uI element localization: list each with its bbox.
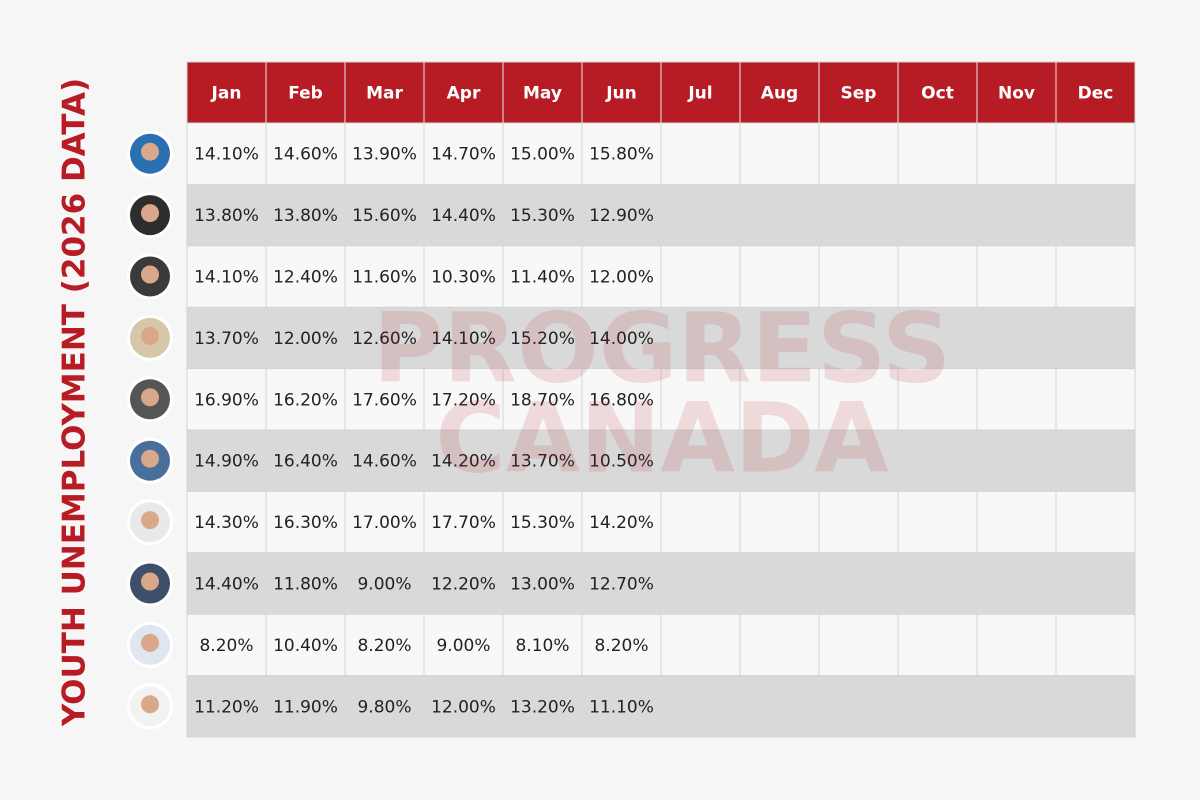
data-cell: 14.30% bbox=[194, 513, 259, 533]
data-cell: 17.20% bbox=[431, 390, 496, 410]
data-cell: 12.00% bbox=[273, 329, 338, 349]
header-cell: Jan bbox=[211, 84, 242, 104]
data-cell: 13.90% bbox=[352, 145, 417, 165]
row-bg bbox=[187, 675, 1135, 737]
vertical-title: YOUTH UNEMPLOYMENT (2026 DATA) bbox=[57, 78, 93, 727]
data-cell: 17.60% bbox=[352, 390, 417, 410]
watermark-text: PROGRESS bbox=[373, 292, 951, 404]
data-cell: 10.40% bbox=[273, 636, 338, 656]
data-cell: 10.30% bbox=[431, 268, 496, 288]
watermark-text: CANADA bbox=[435, 382, 888, 494]
data-cell: 11.60% bbox=[352, 268, 417, 288]
data-cell: 15.80% bbox=[589, 145, 654, 165]
data-cell: 14.60% bbox=[273, 145, 338, 165]
row-bg bbox=[187, 552, 1135, 615]
avatar-face bbox=[141, 142, 159, 161]
data-cell: 16.80% bbox=[589, 390, 654, 410]
data-cell: 11.80% bbox=[273, 575, 338, 595]
header-cell: Aug bbox=[761, 84, 798, 104]
watermark: PROGRESS CANADA bbox=[373, 292, 951, 494]
data-cell: 14.10% bbox=[431, 329, 496, 349]
data-cell: 12.40% bbox=[273, 268, 338, 288]
avatar-face bbox=[141, 326, 159, 345]
header-cell: Jul bbox=[687, 84, 712, 104]
data-cell: 8.20% bbox=[199, 636, 253, 656]
header-cell: Apr bbox=[447, 84, 481, 104]
data-cell: 15.00% bbox=[510, 145, 575, 165]
data-cell: 14.10% bbox=[194, 145, 259, 165]
data-cell: 11.40% bbox=[510, 268, 575, 288]
data-cell: 11.20% bbox=[194, 697, 259, 717]
data-cell: 12.00% bbox=[431, 697, 496, 717]
data-cell: 17.70% bbox=[431, 513, 496, 533]
data-cell: 15.20% bbox=[510, 329, 575, 349]
data-cell: 17.00% bbox=[352, 513, 417, 533]
avatar-face bbox=[141, 511, 159, 530]
data-cell: 14.20% bbox=[431, 452, 496, 472]
header-cell: May bbox=[523, 84, 562, 104]
header-cell: Nov bbox=[998, 84, 1035, 104]
header-cell: Mar bbox=[366, 84, 403, 104]
table-border bbox=[186, 61, 1136, 738]
data-cell: 11.90% bbox=[273, 697, 338, 717]
data-cell: 16.30% bbox=[273, 513, 338, 533]
data-cell: 18.70% bbox=[510, 390, 575, 410]
row-bg bbox=[187, 307, 1135, 369]
avatar-face bbox=[141, 204, 159, 223]
avatar-face bbox=[141, 265, 159, 284]
data-cell: 13.20% bbox=[510, 697, 575, 717]
data-cell: 13.70% bbox=[510, 452, 575, 472]
data-cell: 15.30% bbox=[510, 513, 575, 533]
header-cell: Dec bbox=[1078, 84, 1114, 104]
header-cell: Oct bbox=[921, 84, 954, 104]
data-cell: 14.60% bbox=[352, 452, 417, 472]
data-cell: 15.60% bbox=[352, 206, 417, 226]
avatar-face bbox=[141, 633, 159, 652]
data-cell: 14.70% bbox=[431, 145, 496, 165]
data-cell: 16.20% bbox=[273, 390, 338, 410]
data-cell: 8.20% bbox=[594, 636, 648, 656]
data-cell: 10.50% bbox=[589, 452, 654, 472]
data-cell: 9.00% bbox=[436, 636, 490, 656]
header-cell: Feb bbox=[288, 84, 323, 104]
data-cell: 13.80% bbox=[194, 206, 259, 226]
data-cell: 16.40% bbox=[273, 452, 338, 472]
data-cell: 14.90% bbox=[194, 452, 259, 472]
row-bg bbox=[187, 184, 1135, 246]
avatar-face bbox=[141, 388, 159, 407]
data-cell: 14.20% bbox=[589, 513, 654, 533]
data-cell: 14.40% bbox=[431, 206, 496, 226]
data-cell: 12.60% bbox=[352, 329, 417, 349]
data-cell: 8.10% bbox=[515, 636, 569, 656]
table: Jan Feb Mar Apr May Jun Jul Aug Sep Oct Nov Dec 14.1… bbox=[127, 61, 1136, 738]
data-cell: 13.80% bbox=[273, 206, 338, 226]
data-cell: 11.10% bbox=[589, 697, 654, 717]
data-cell: 16.90% bbox=[194, 390, 259, 410]
data-cell: 12.90% bbox=[589, 206, 654, 226]
data-cell: 14.40% bbox=[194, 575, 259, 595]
avatar-face bbox=[141, 695, 159, 714]
data-cell: 14.00% bbox=[589, 329, 654, 349]
data-cell: 9.80% bbox=[357, 697, 411, 717]
header-cell: Jun bbox=[605, 84, 637, 104]
data-cell: 9.00% bbox=[357, 575, 411, 595]
data-cell: 14.10% bbox=[194, 268, 259, 288]
avatar-face bbox=[141, 572, 159, 591]
data-cell: 13.00% bbox=[510, 575, 575, 595]
data-cell: 12.70% bbox=[589, 575, 654, 595]
row-bg bbox=[187, 430, 1135, 492]
data-cell: 12.20% bbox=[431, 575, 496, 595]
avatar-face bbox=[141, 449, 159, 468]
header-cell: Sep bbox=[841, 84, 877, 104]
data-cell: 13.70% bbox=[194, 329, 259, 349]
data-cell: 8.20% bbox=[357, 636, 411, 656]
data-cell: 12.00% bbox=[589, 268, 654, 288]
data-cell: 15.30% bbox=[510, 206, 575, 226]
